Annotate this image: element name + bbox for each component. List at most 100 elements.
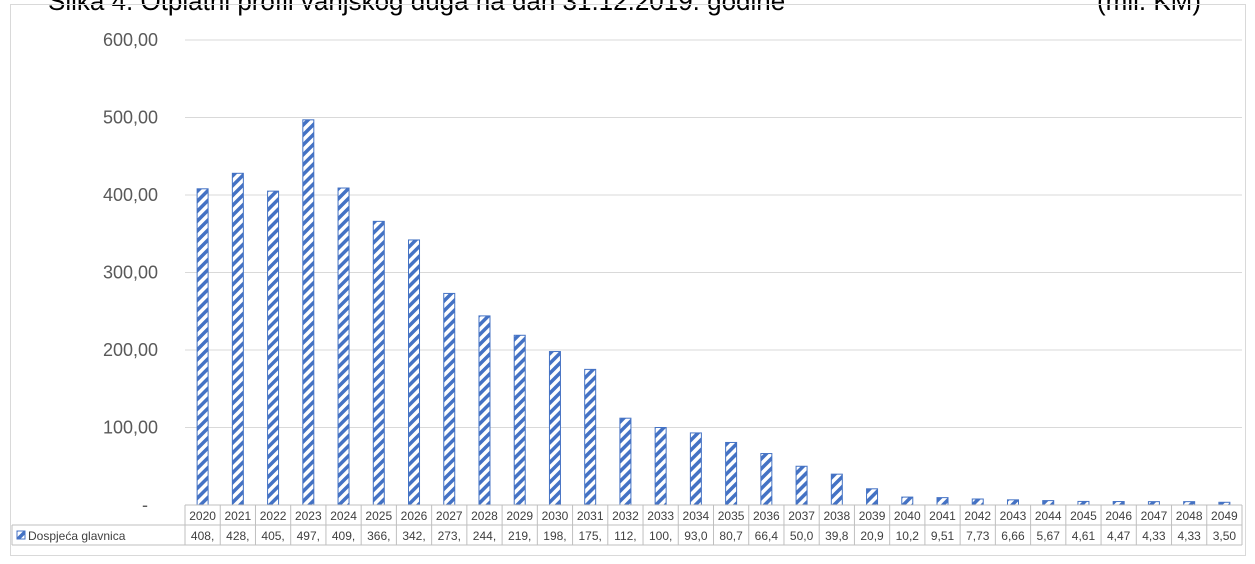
table-value-2027: 273, [438,529,461,543]
bar-2032 [619,417,632,506]
table-value-2030: 198, [543,529,566,543]
table-year-2042: 2042 [964,509,991,523]
bar-2026 [408,239,421,506]
table-value-2021: 428, [226,529,249,543]
table-year-2049: 2049 [1211,509,1238,523]
table-year-2047: 2047 [1141,509,1168,523]
y-axis-ticks: - 100,00 200,00 300,00 400,00 500,00 600,00 [103,30,158,515]
bar-2040 [901,496,914,506]
bar-2039 [866,488,879,506]
y-tick-label: 500,00 [103,108,158,128]
table-year-2032: 2032 [612,509,639,523]
table-year-2030: 2030 [542,509,569,523]
table-year-2026: 2026 [401,509,428,523]
table-value-2035: 80,7 [719,529,743,543]
bar-2031 [584,368,597,506]
table-year-2046: 2046 [1105,509,1132,523]
table-value-2037: 50,0 [790,529,814,543]
table-value-2032: 112, [614,529,636,543]
table-year-2022: 2022 [260,509,287,523]
table-year-2044: 2044 [1035,509,1062,523]
bar-2046 [1112,501,1125,506]
table-year-2039: 2039 [859,509,886,523]
table-value-2045: 4,61 [1072,529,1096,543]
y-tick-label: 200,00 [103,340,158,360]
bar-2028 [478,315,491,506]
table-year-2038: 2038 [823,509,850,523]
table-value-2026: 342, [402,529,425,543]
bars [196,119,1231,506]
gridlines [185,39,1242,428]
table-value-2023: 497, [297,529,320,543]
bar-2021 [231,172,244,506]
table-year-2043: 2043 [1000,509,1027,523]
table-value-2028: 244, [473,529,496,543]
table-value-2039: 20,9 [860,529,884,543]
bar-2037 [795,465,808,506]
bar-2044 [1042,500,1055,506]
table-year-2037: 2037 [788,509,815,523]
table-value-2040: 10,2 [896,529,920,543]
table-value-2031: 175, [579,529,602,543]
bar-2042 [971,498,984,506]
table-value-2044: 5,67 [1037,529,1061,543]
table-year-2028: 2028 [471,509,498,523]
table-year-2040: 2040 [894,509,921,523]
table-value-2043: 6,66 [1001,529,1025,543]
table-value-2020: 408, [191,529,214,543]
table-year-2031: 2031 [577,509,604,523]
y-tick-label: 300,00 [103,263,158,283]
bar-2038 [830,473,843,506]
legend-key [16,530,26,540]
table-value-2048: 4,33 [1177,529,1201,543]
table-year-2025: 2025 [365,509,392,523]
bar-2022 [267,190,280,506]
bar-2020 [196,188,209,506]
table-value-2029: 219, [508,529,531,543]
table-year-2041: 2041 [929,509,956,523]
table-value-2033: 100, [649,529,672,543]
bar-2041 [936,497,949,506]
table-value-2047: 4,33 [1142,529,1166,543]
y-tick-label: 100,00 [103,418,158,438]
bar-2047 [1147,501,1160,506]
table-value-2046: 4,47 [1107,529,1131,543]
bar-2023 [302,119,315,506]
y-tick-label: - [142,495,148,515]
table-value-2034: 93,0 [684,529,708,543]
table-year-2045: 2045 [1070,509,1097,523]
table-value-2022: 405, [261,529,284,543]
table-value-2041: 9,51 [931,529,955,543]
bar-2029 [513,334,526,506]
bar-2034 [689,432,702,506]
bar-2045 [1077,500,1090,506]
table-year-2034: 2034 [683,509,710,523]
table-year-2029: 2029 [506,509,533,523]
table-value-2036: 66,4 [755,529,779,543]
legend-series-name: Dospjeća glavnica [28,529,126,543]
table-year-2036: 2036 [753,509,780,523]
table-year-2033: 2033 [647,509,674,523]
bar-2024 [337,187,350,506]
bar-2030 [548,351,561,506]
table-value-2049: 3,50 [1213,529,1237,543]
y-tick-label: 600,00 [103,30,158,50]
table-value-2024: 409, [332,529,355,543]
table-value-2025: 366, [367,529,390,543]
data-table: 2020 408, 2021 428, 2022 405, 2023 497, 2024 409,… [11,504,1243,546]
table-year-2048: 2048 [1176,509,1203,523]
bar-2027 [443,292,456,506]
table-value-2038: 39,8 [825,529,849,543]
bar-2036 [760,453,773,506]
y-tick-label: 400,00 [103,185,158,205]
table-value-2042: 7,73 [966,529,990,543]
chart-frame [10,4,1246,556]
table-year-2021: 2021 [224,509,251,523]
bar-2048 [1183,501,1196,506]
table-year-2027: 2027 [436,509,463,523]
table-year-2024: 2024 [330,509,357,523]
bar-2033 [654,427,667,506]
table-year-2035: 2035 [718,509,745,523]
